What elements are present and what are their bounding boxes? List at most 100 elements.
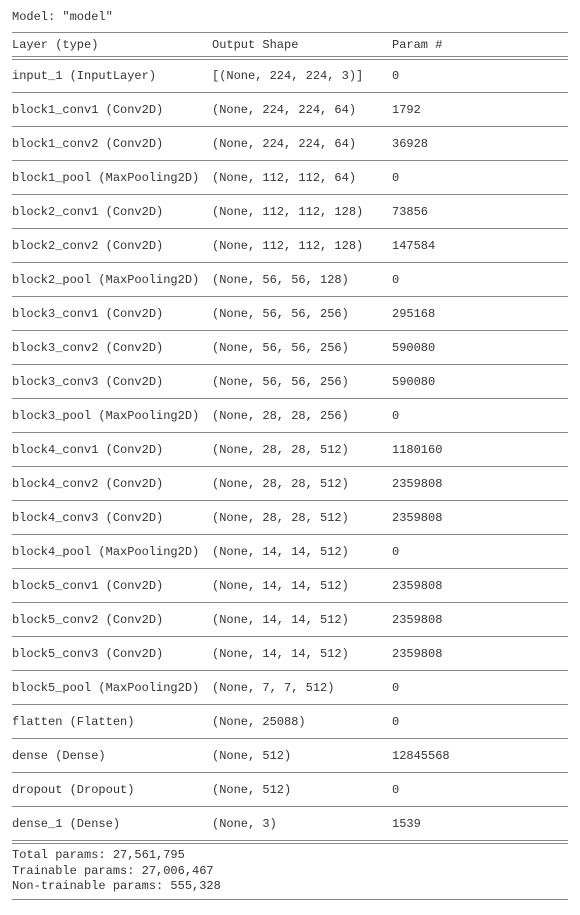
table-row: dense_1 (Dense)(None, 3)1539 [12, 812, 568, 836]
cell-layer: block5_pool (MaxPooling2D) [12, 681, 212, 695]
cell-layer: block1_conv2 (Conv2D) [12, 137, 212, 151]
cell-shape: (None, 25088) [212, 715, 392, 729]
col-header-shape: Output Shape [212, 38, 392, 52]
table-row: block3_conv3 (Conv2D)(None, 56, 56, 256)… [12, 370, 568, 394]
cell-param: 0 [392, 273, 568, 287]
cell-shape: (None, 112, 112, 128) [212, 239, 392, 253]
table-row: block1_conv2 (Conv2D)(None, 224, 224, 64… [12, 132, 568, 156]
cell-param: 0 [392, 715, 568, 729]
divider [12, 228, 568, 230]
cell-shape: (None, 56, 56, 256) [212, 341, 392, 355]
cell-param: 147584 [392, 239, 568, 253]
cell-layer: dense_1 (Dense) [12, 817, 212, 831]
divider [12, 466, 568, 468]
cell-shape: (None, 14, 14, 512) [212, 579, 392, 593]
cell-param: 2359808 [392, 579, 568, 593]
table-row: block1_conv1 (Conv2D)(None, 224, 224, 64… [12, 98, 568, 122]
summary-non-trainable: Non-trainable params: 555,328 [12, 879, 568, 895]
cell-param: 2359808 [392, 613, 568, 627]
cell-layer: block5_conv3 (Conv2D) [12, 647, 212, 661]
cell-layer: dense (Dense) [12, 749, 212, 763]
cell-shape: (None, 224, 224, 64) [212, 137, 392, 151]
divider [12, 602, 568, 604]
summary-total: Total params: 27,561,795 [12, 848, 568, 864]
divider [12, 32, 568, 34]
cell-layer: block4_conv2 (Conv2D) [12, 477, 212, 491]
table-row: flatten (Flatten)(None, 25088)0 [12, 710, 568, 734]
table-row: block4_conv1 (Conv2D)(None, 28, 28, 512)… [12, 438, 568, 462]
cell-param: 590080 [392, 341, 568, 355]
cell-param: 2359808 [392, 647, 568, 661]
cell-param: 2359808 [392, 511, 568, 525]
cell-param: 1539 [392, 817, 568, 831]
cell-shape: (None, 224, 224, 64) [212, 103, 392, 117]
table-row: dropout (Dropout)(None, 512)0 [12, 778, 568, 802]
divider [12, 160, 568, 162]
table-row: block5_conv1 (Conv2D)(None, 14, 14, 512)… [12, 574, 568, 598]
table-row: block2_conv1 (Conv2D)(None, 112, 112, 12… [12, 200, 568, 224]
divider [12, 330, 568, 332]
table-row: block5_conv3 (Conv2D)(None, 14, 14, 512)… [12, 642, 568, 666]
cell-param: 2359808 [392, 477, 568, 491]
cell-param: 0 [392, 409, 568, 423]
cell-shape: (None, 112, 112, 128) [212, 205, 392, 219]
cell-shape: (None, 28, 28, 256) [212, 409, 392, 423]
cell-shape: (None, 28, 28, 512) [212, 443, 392, 457]
cell-param: 295168 [392, 307, 568, 321]
table-row: block3_pool (MaxPooling2D)(None, 28, 28,… [12, 404, 568, 428]
cell-layer: block3_conv2 (Conv2D) [12, 341, 212, 355]
cell-param: 590080 [392, 375, 568, 389]
cell-param: 0 [392, 783, 568, 797]
model-summary: Model: "model" Layer (type) Output Shape… [12, 10, 568, 901]
cell-param: 12845568 [392, 749, 568, 763]
table-row: block5_pool (MaxPooling2D)(None, 7, 7, 5… [12, 676, 568, 700]
table-row: input_1 (InputLayer)[(None, 224, 224, 3)… [12, 64, 568, 88]
divider [12, 500, 568, 502]
cell-shape: (None, 56, 56, 256) [212, 307, 392, 321]
table-row: block2_pool (MaxPooling2D)(None, 56, 56,… [12, 268, 568, 292]
cell-layer: input_1 (InputLayer) [12, 69, 212, 83]
model-title: Model: "model" [12, 10, 568, 24]
cell-layer: flatten (Flatten) [12, 715, 212, 729]
divider [12, 534, 568, 536]
divider [12, 126, 568, 128]
divider [12, 194, 568, 196]
cell-param: 0 [392, 171, 568, 185]
cell-shape: (None, 56, 56, 256) [212, 375, 392, 389]
col-header-param: Param # [392, 38, 568, 52]
divider [12, 636, 568, 638]
cell-shape: (None, 112, 112, 64) [212, 171, 392, 185]
cell-shape: (None, 56, 56, 128) [212, 273, 392, 287]
divider [12, 704, 568, 706]
cell-layer: block4_conv3 (Conv2D) [12, 511, 212, 525]
cell-param: 0 [392, 69, 568, 83]
cell-shape: (None, 28, 28, 512) [212, 511, 392, 525]
cell-shape: (None, 28, 28, 512) [212, 477, 392, 491]
divider [12, 364, 568, 366]
divider [12, 806, 568, 808]
table-row: block3_conv2 (Conv2D)(None, 56, 56, 256)… [12, 336, 568, 360]
table-header: Layer (type) Output Shape Param # [12, 38, 568, 52]
cell-layer: block1_pool (MaxPooling2D) [12, 171, 212, 185]
cell-shape: (None, 7, 7, 512) [212, 681, 392, 695]
divider [12, 670, 568, 672]
cell-shape: (None, 14, 14, 512) [212, 545, 392, 559]
divider [12, 296, 568, 298]
cell-shape: (None, 512) [212, 749, 392, 763]
cell-layer: block5_conv1 (Conv2D) [12, 579, 212, 593]
divider [12, 772, 568, 774]
table-row: block4_pool (MaxPooling2D)(None, 14, 14,… [12, 540, 568, 564]
cell-param: 73856 [392, 205, 568, 219]
divider [12, 899, 568, 901]
table-row: block4_conv2 (Conv2D)(None, 28, 28, 512)… [12, 472, 568, 496]
divider [12, 432, 568, 434]
divider [12, 92, 568, 94]
cell-shape: (None, 3) [212, 817, 392, 831]
table-body: input_1 (InputLayer)[(None, 224, 224, 3)… [12, 64, 568, 836]
cell-shape: [(None, 224, 224, 3)] [212, 69, 392, 83]
divider [12, 262, 568, 264]
cell-layer: block2_pool (MaxPooling2D) [12, 273, 212, 287]
cell-layer: block1_conv1 (Conv2D) [12, 103, 212, 117]
cell-param: 36928 [392, 137, 568, 151]
cell-shape: (None, 14, 14, 512) [212, 613, 392, 627]
